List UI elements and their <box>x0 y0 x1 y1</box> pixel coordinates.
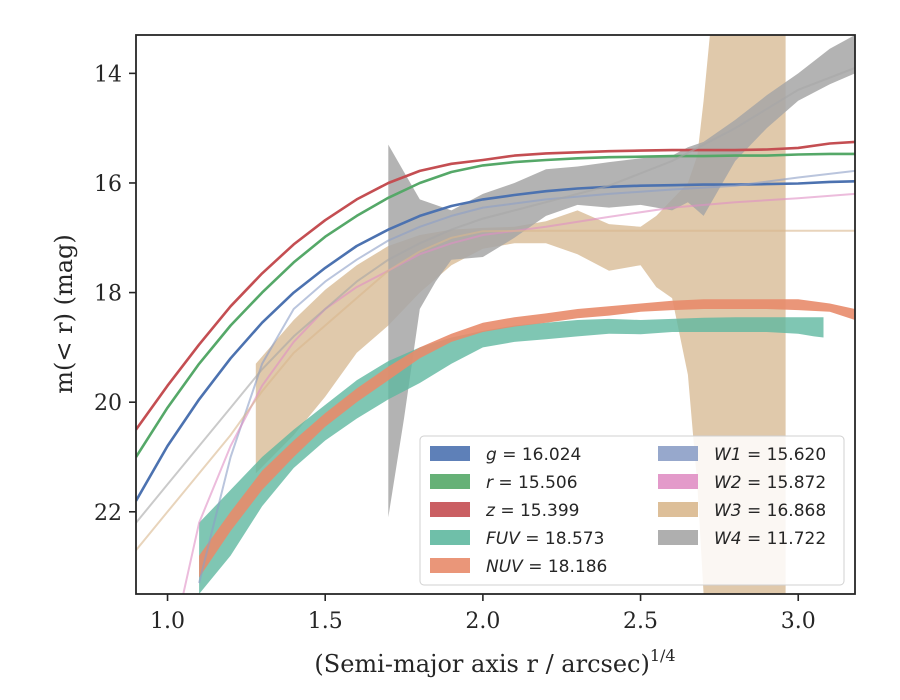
legend-band-name: NUV <box>486 557 524 577</box>
legend-entry-g: g = 16.024 <box>430 445 581 465</box>
x-tick-label: 2.5 <box>623 609 658 634</box>
band-fuv <box>199 317 824 594</box>
legend-value: = 15.872 <box>742 473 827 493</box>
series-line-r <box>136 152 855 458</box>
legend-label: g = 16.024 <box>486 445 581 465</box>
legend-label: W1 = 15.620 <box>714 445 826 465</box>
x-axis: 1.0 1.5 2.0 2.5 3.0 <box>150 594 816 634</box>
legend-label: z = 15.399 <box>485 501 579 521</box>
y-tick-label: 18 <box>94 282 122 307</box>
legend-band-name: W3 <box>714 501 742 521</box>
legend-box <box>419 435 845 586</box>
legend-swatch <box>658 530 698 545</box>
x-tick-label: 3.0 <box>781 609 816 634</box>
legend-entry-w2: W2 = 15.872 <box>658 473 826 493</box>
x-tick-label: 1.5 <box>308 609 343 634</box>
legend-value: = 18.573 <box>520 529 605 549</box>
legend-label: W2 = 15.872 <box>714 473 826 493</box>
legend-swatch <box>430 502 470 517</box>
legend-value: = 16.868 <box>742 501 827 521</box>
legend-swatch <box>658 446 698 461</box>
legend-entry-fuv: FUV = 18.573 <box>430 529 604 549</box>
legend-value: = 15.399 <box>495 501 580 521</box>
legend-value: = 11.722 <box>742 529 827 549</box>
plot-frame <box>135 34 856 595</box>
legend-value: = 15.506 <box>493 473 578 493</box>
series-line-w4 <box>136 66 855 524</box>
legend-entry-w1: W1 = 15.620 <box>658 445 826 465</box>
y-tick-label: 20 <box>94 391 122 416</box>
legend-band-name: W2 <box>714 473 742 493</box>
legend-swatch <box>430 474 470 489</box>
legend-swatch <box>658 502 698 517</box>
legend-label: W4 = 11.722 <box>714 529 826 549</box>
legend-swatch <box>430 558 470 573</box>
x-tick-label: 2.0 <box>465 609 500 634</box>
y-tick-label: 14 <box>94 62 122 87</box>
x-tick-label: 1.0 <box>150 609 185 634</box>
legend-swatch <box>430 530 470 545</box>
legend-band-name: g <box>486 445 497 465</box>
legend-entry-r: r = 15.506 <box>430 473 578 493</box>
legend-entry-w4: W4 = 11.722 <box>658 529 826 549</box>
legend-entry-z: z = 15.399 <box>430 501 579 521</box>
series-line-w3 <box>136 229 855 551</box>
legend-value: = 15.620 <box>742 445 827 465</box>
legend-entry-w3: W3 = 16.868 <box>658 501 826 521</box>
legend-band-name: z <box>485 501 496 521</box>
legend-label: W3 = 16.868 <box>714 501 826 521</box>
legend-band-name: W4 <box>714 529 742 549</box>
y-axis: 14 16 18 20 22 <box>94 62 136 526</box>
x-axis-label: (Semi-major axis r / arcsec)1/4 <box>314 646 675 678</box>
legend-value: = 18.186 <box>523 557 608 577</box>
legend-swatch <box>658 474 698 489</box>
y-tick-label: 22 <box>94 501 122 526</box>
legend-label: FUV = 18.573 <box>486 529 604 549</box>
series-lines <box>136 66 855 594</box>
y-tick-label: 16 <box>94 172 122 197</box>
legend-label: r = 15.506 <box>486 473 578 493</box>
legend-band-name: r <box>486 473 494 493</box>
legend-band-name: FUV <box>486 529 521 549</box>
series-line-w1 <box>198 169 855 584</box>
legend-value: = 16.024 <box>497 445 582 465</box>
y-axis-label: m(< r) (mag) <box>50 234 78 393</box>
legend-entry-nuv: NUV = 18.186 <box>430 557 607 577</box>
series-line-z <box>136 140 855 431</box>
legend-band-name: W1 <box>714 445 742 465</box>
legend-swatch <box>430 446 470 461</box>
legend-label: NUV = 18.186 <box>486 557 607 577</box>
